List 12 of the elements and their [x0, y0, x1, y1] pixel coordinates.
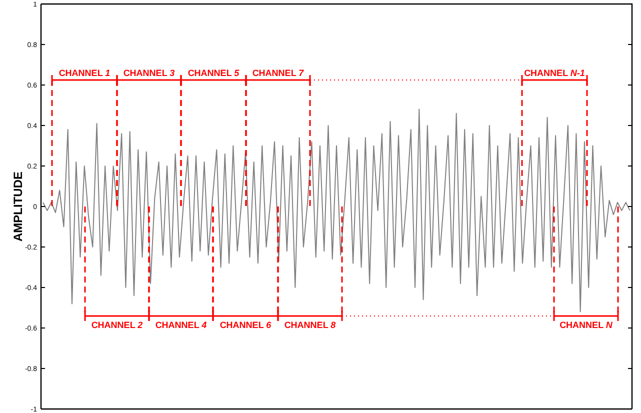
annotation: CHANNEL 5 [188, 68, 240, 78]
annotation: CHANNEL 6 [220, 320, 272, 330]
annotation: CHANNEL 4 [155, 320, 207, 330]
annotation: CHANNEL N [560, 320, 613, 330]
line-series [42, 108, 630, 312]
annotation: CHANNEL 7 [252, 68, 305, 78]
annotation: CHANNEL N-1 [524, 68, 585, 78]
annotation: CHANNEL 1 [58, 68, 110, 78]
annotation: CHANNEL 2 [91, 320, 143, 330]
y-axis-title: AMPLITUDE [11, 172, 25, 242]
annotation: CHANNEL 8 [284, 320, 336, 330]
annotation: CHANNEL 3 [123, 68, 175, 78]
